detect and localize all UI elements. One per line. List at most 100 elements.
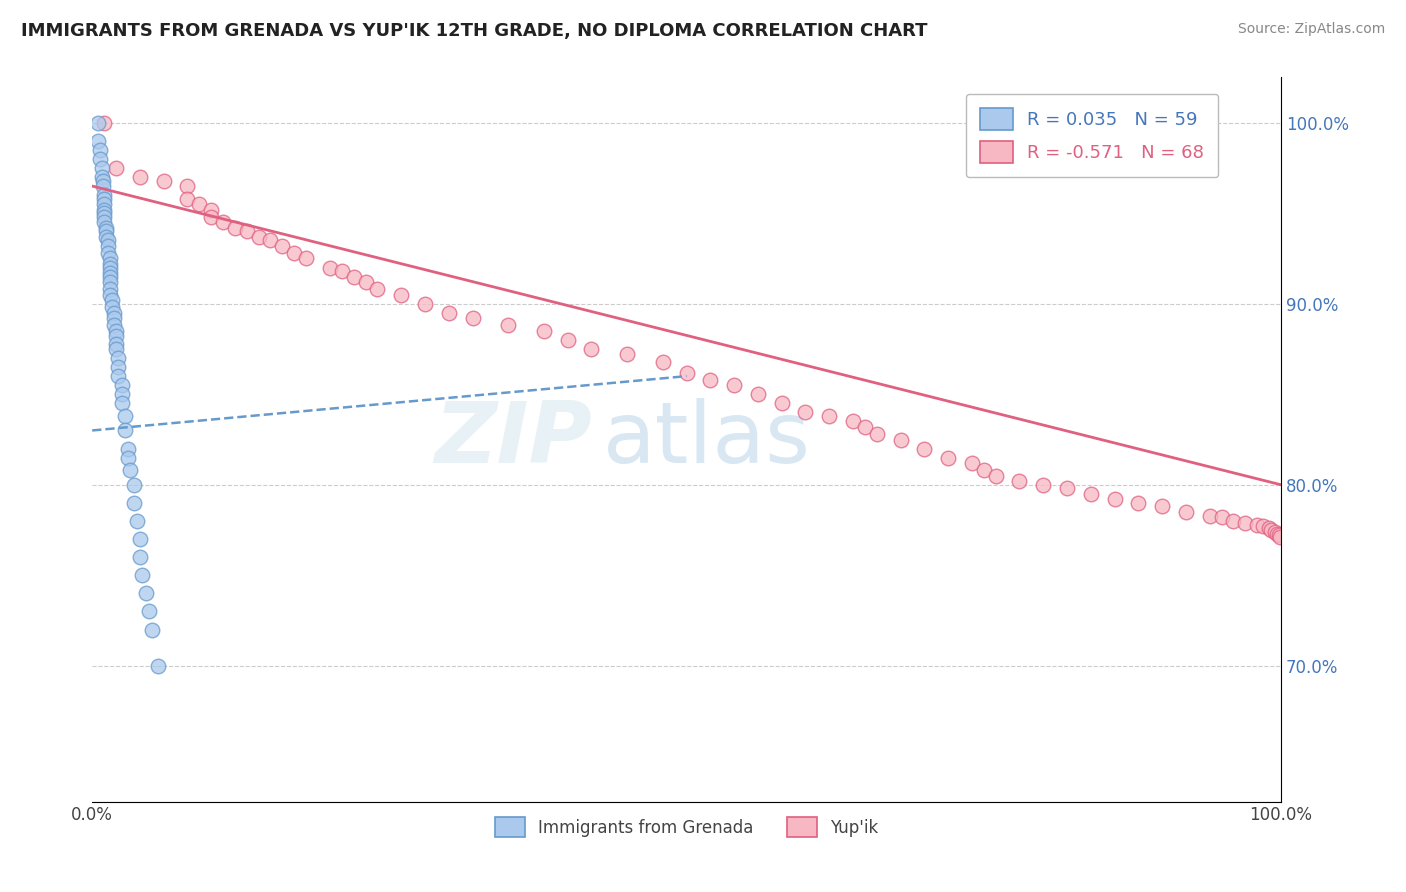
Point	[1104, 492, 1126, 507]
Point	[581, 342, 603, 356]
Point	[128, 550, 150, 565]
Point	[675, 366, 697, 380]
Point	[853, 420, 876, 434]
Point	[111, 378, 134, 392]
Point	[283, 246, 305, 260]
Point	[128, 532, 150, 546]
Point	[866, 427, 889, 442]
Point	[1008, 474, 1031, 488]
Point	[98, 257, 121, 271]
Point	[461, 311, 484, 326]
Point	[107, 360, 129, 375]
Point	[557, 333, 579, 347]
Point	[93, 215, 115, 229]
Point	[141, 623, 163, 637]
Point	[93, 206, 115, 220]
Point	[354, 275, 377, 289]
Point	[98, 252, 121, 266]
Point	[122, 477, 145, 491]
Point	[1267, 526, 1289, 541]
Point	[984, 468, 1007, 483]
Point	[259, 233, 281, 247]
Point	[103, 311, 125, 326]
Point	[120, 463, 142, 477]
Point	[98, 260, 121, 275]
Point	[93, 116, 115, 130]
Point	[117, 442, 139, 456]
Point	[699, 373, 721, 387]
Point	[152, 173, 174, 187]
Point	[295, 252, 318, 266]
Point	[114, 409, 136, 423]
Point	[188, 197, 211, 211]
Point	[235, 224, 257, 238]
Point	[1080, 487, 1102, 501]
Point	[973, 463, 995, 477]
Point	[271, 239, 294, 253]
Point	[389, 287, 412, 301]
Point	[651, 354, 673, 368]
Point	[818, 409, 841, 423]
Point	[111, 387, 134, 401]
Point	[87, 116, 110, 130]
Point	[97, 233, 120, 247]
Point	[97, 246, 120, 260]
Point	[1152, 500, 1174, 514]
Point	[89, 152, 111, 166]
Point	[366, 282, 388, 296]
Point	[1211, 510, 1233, 524]
Point	[723, 378, 745, 392]
Text: Source: ZipAtlas.com: Source: ZipAtlas.com	[1237, 22, 1385, 37]
Point	[1246, 517, 1268, 532]
Point	[146, 658, 169, 673]
Point	[91, 173, 114, 187]
Point	[212, 215, 235, 229]
Point	[103, 306, 125, 320]
Point	[1056, 482, 1078, 496]
Point	[97, 239, 120, 253]
Point	[114, 424, 136, 438]
Point	[101, 301, 124, 315]
Point	[98, 266, 121, 280]
Point	[127, 514, 149, 528]
Point	[98, 282, 121, 296]
Point	[1032, 477, 1054, 491]
Point	[936, 450, 959, 465]
Point	[437, 306, 460, 320]
Point	[93, 210, 115, 224]
Point	[413, 297, 436, 311]
Point	[96, 220, 118, 235]
Point	[533, 324, 555, 338]
Point	[842, 414, 865, 428]
Point	[1267, 528, 1289, 542]
Point	[176, 179, 198, 194]
Point	[224, 220, 246, 235]
Point	[104, 161, 127, 175]
Point	[104, 336, 127, 351]
Text: IMMIGRANTS FROM GRENADA VS YUP'IK 12TH GRADE, NO DIPLOMA CORRELATION CHART: IMMIGRANTS FROM GRENADA VS YUP'IK 12TH G…	[21, 22, 928, 40]
Point	[101, 293, 124, 307]
Point	[200, 202, 222, 217]
Point	[96, 229, 118, 244]
Point	[98, 269, 121, 284]
Point	[128, 169, 150, 184]
Point	[87, 134, 110, 148]
Point	[770, 396, 793, 410]
Point	[91, 179, 114, 194]
Point	[343, 269, 366, 284]
Point	[794, 405, 817, 419]
Point	[1174, 505, 1197, 519]
Point	[176, 192, 198, 206]
Point	[93, 192, 115, 206]
Point	[104, 324, 127, 338]
Text: atlas: atlas	[603, 398, 811, 481]
Point	[135, 586, 157, 600]
Point	[1268, 530, 1291, 544]
Point	[496, 318, 519, 333]
Point	[122, 496, 145, 510]
Point	[98, 275, 121, 289]
Point	[96, 224, 118, 238]
Point	[912, 442, 935, 456]
Point	[138, 605, 160, 619]
Point	[330, 264, 353, 278]
